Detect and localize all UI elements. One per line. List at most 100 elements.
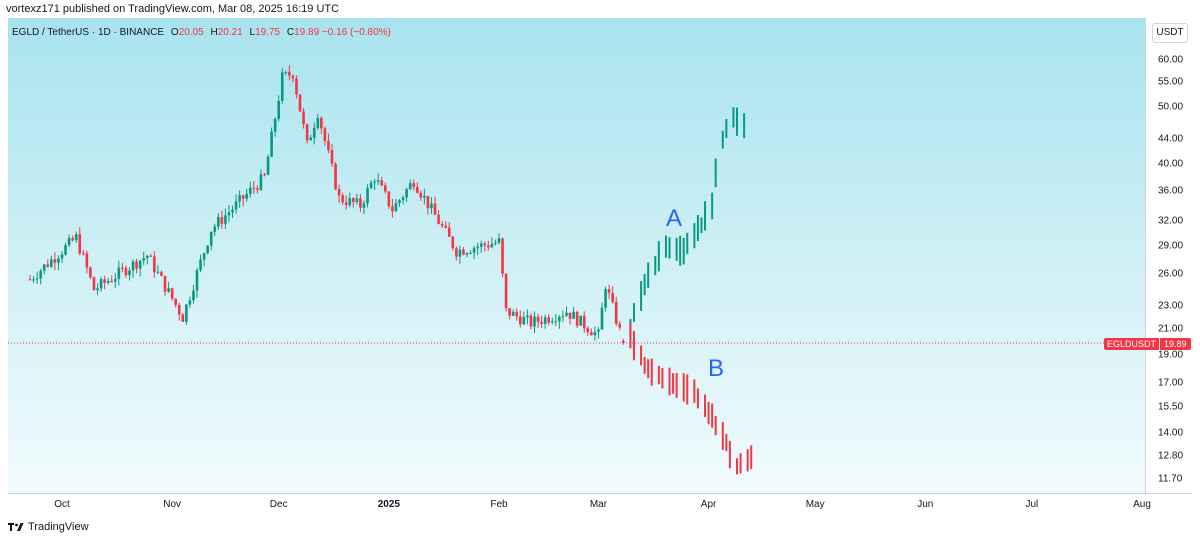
candle-body (327, 140, 330, 151)
candle-body (462, 249, 465, 255)
candle-body (511, 311, 515, 316)
time-tick-label: Jul (1025, 499, 1039, 510)
candle-body (277, 101, 281, 119)
candle-body (373, 181, 376, 183)
candle-body (536, 316, 540, 322)
candle-body (359, 198, 362, 208)
candle-body (248, 187, 252, 194)
candle-body (430, 203, 433, 209)
candle-body (533, 316, 536, 327)
price-tick-label: 23.00 (1158, 300, 1184, 312)
candle-body (344, 202, 348, 206)
candle-body (352, 198, 355, 203)
candle-body (575, 312, 579, 326)
candle-body (412, 183, 416, 187)
candle-body (185, 304, 188, 322)
candle-body (32, 279, 35, 281)
price-axis[interactable] (1145, 18, 1193, 493)
candle-body (458, 249, 462, 257)
legend-low: 19.75 (255, 27, 281, 38)
price-tick-label: 14.00 (1158, 427, 1184, 439)
candle-body (259, 174, 263, 190)
time-axis[interactable] (8, 493, 1192, 516)
candle-body (476, 246, 479, 249)
candle-body (487, 245, 490, 248)
candle-body (547, 317, 551, 323)
candle-body (529, 315, 533, 327)
candle-body (405, 189, 408, 198)
candle-body (597, 329, 600, 332)
candle-body (618, 323, 622, 328)
price-tick-label: 40.00 (1158, 158, 1184, 170)
candle-body (163, 275, 167, 292)
candle-body (64, 245, 67, 255)
chart-legend: EGLD / TetherUS · 1D · BINANCE O20.05 H2… (12, 27, 391, 38)
candle-body (263, 174, 266, 176)
legend-close: 19.89 (294, 27, 320, 38)
candle-body (543, 317, 547, 324)
candle-body (408, 183, 412, 190)
candle-body (508, 308, 511, 316)
candle-body (121, 267, 124, 269)
annotation-a: A (666, 205, 682, 232)
price-tick-label: 17.00 (1158, 377, 1184, 389)
price-tag-symbol: EGLDUSDT (1104, 338, 1160, 350)
candle-body (312, 127, 316, 138)
candle-body (199, 259, 202, 271)
legend-open-label: O (170, 27, 179, 38)
candle-body (284, 71, 288, 73)
annotation-b: B (708, 355, 724, 382)
candle-body (600, 307, 604, 330)
candle-body (298, 94, 302, 112)
price-tick-label: 12.80 (1158, 450, 1184, 462)
plot-marks (8, 65, 1145, 475)
footer-brand[interactable]: TradingView (8, 519, 89, 535)
candle-body (266, 156, 270, 175)
candle-body (391, 206, 394, 212)
candle-body (60, 254, 64, 259)
candle-body (142, 258, 146, 261)
candle-body (334, 163, 337, 190)
candle-body (426, 195, 430, 209)
candle-body (419, 192, 423, 198)
candle-body (57, 258, 60, 263)
candle-body (483, 243, 487, 246)
candle-body (174, 298, 177, 305)
candle-body (423, 195, 426, 198)
candle-body (622, 340, 625, 343)
chart-area[interactable] (8, 18, 1145, 493)
legend-low-label: L (249, 27, 256, 38)
candle-body (270, 131, 273, 157)
candle-body (369, 182, 373, 189)
candle-body (280, 72, 284, 102)
candle-body (515, 311, 519, 317)
candle-body (110, 281, 114, 283)
candle-body (451, 236, 455, 249)
candle-body (337, 189, 341, 196)
time-tick-label: Aug (1133, 499, 1151, 510)
candle-body (96, 288, 99, 291)
candle-body (437, 214, 440, 224)
candle-body (39, 270, 42, 279)
time-tick-label: Nov (163, 499, 182, 510)
time-tick-label: 2025 (377, 499, 400, 510)
candle-body (305, 124, 309, 141)
currency-button[interactable]: USDT (1152, 23, 1188, 43)
candle-body (469, 252, 472, 254)
candle-body (415, 186, 419, 193)
candle-body (92, 277, 96, 291)
candle-body (195, 270, 199, 291)
candle-body (387, 191, 391, 207)
legend-open: 20.05 (178, 27, 204, 38)
candle-body (28, 279, 32, 281)
candle-body (85, 253, 89, 268)
candle-body (383, 185, 387, 192)
candle-body (238, 195, 241, 202)
candle-body (320, 118, 323, 129)
legend-change: −0.16 (−0.80%) (321, 27, 391, 38)
candle-body (316, 118, 320, 128)
candle-body (256, 188, 259, 190)
candle-body (241, 195, 245, 199)
candle-body (586, 328, 590, 333)
published-header: vortexz171 published on TradingView.com,… (0, 0, 1200, 18)
